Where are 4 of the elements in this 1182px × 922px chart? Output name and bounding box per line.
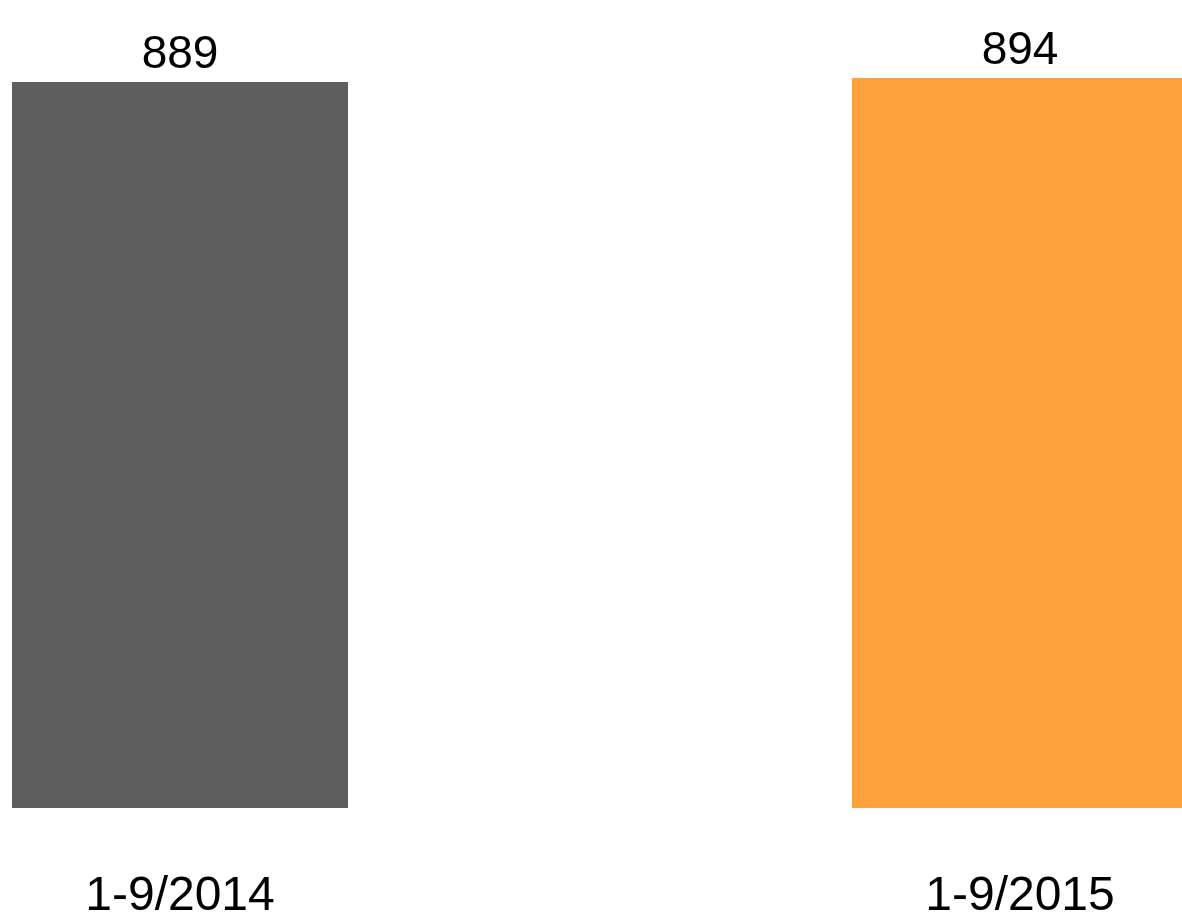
x-tick-label: 1-9/2015 bbox=[925, 867, 1115, 921]
data-label: 894 bbox=[981, 22, 1059, 74]
x-tick-label: 1-9/2014 bbox=[85, 867, 275, 921]
data-label: 889 bbox=[141, 26, 219, 79]
